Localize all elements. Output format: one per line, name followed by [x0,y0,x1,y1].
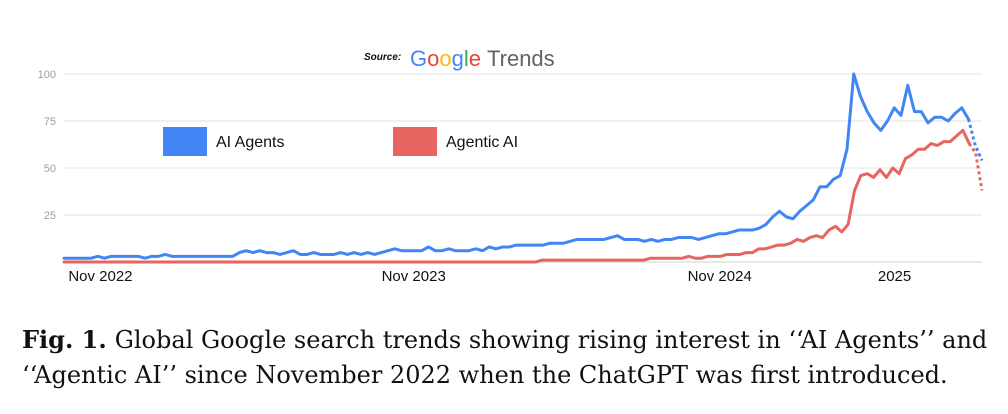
source-label: Source: [364,52,402,63]
x-tick-label: Nov 2022 [68,268,132,285]
chart-series [62,72,984,264]
brand-letter: o [439,46,452,71]
y-tick-label: 25 [44,210,56,222]
brand-letter: G [410,46,428,71]
google-trends-logo: Google Trends [410,46,555,72]
series-line-dotted-1 [967,118,984,162]
figure-label: Fig. 1. [22,325,107,354]
google-wordmark: Google [410,46,481,71]
chart-legend: AI Agents Agentic AI [163,127,518,156]
y-tick-label: 75 [44,116,56,128]
caption-text-1: Global Google search trends showing risi… [114,326,988,354]
legend-label: AI Agents [216,134,285,151]
y-axis-ticks: 25 50 75 100 [38,69,56,222]
y-tick-label: 50 [44,163,56,175]
caption-line-2: ‘‘Agentic AI’’ since November 2022 when … [22,361,948,389]
series-line-1 [62,72,970,260]
chart-grid [64,73,982,263]
brand-letter: g [451,46,464,71]
legend-swatch [163,127,207,156]
series-line-dotted-2 [968,142,984,191]
figure-caption: Fig. 1. Global Google search trends showi… [22,322,1002,393]
x-tick-label: 2025 [878,268,911,285]
caption-line-1: Fig. 1. Global Google search trends showi… [22,322,1002,358]
x-tick-label: Nov 2023 [382,268,446,285]
brand-letter: o [427,46,440,71]
brand-letter: e [468,46,482,71]
y-tick-label: 100 [38,69,56,81]
brand-letter: l [463,46,469,71]
x-axis-ticks: Nov 2022 Nov 2023 Nov 2024 2025 [68,268,911,285]
legend-label: Agentic AI [446,134,518,151]
x-tick-label: Nov 2024 [688,268,752,285]
series-line-2 [62,128,971,264]
trend-chart: 25 50 75 100 Nov 2022 Nov 2023 Nov 2024 2025 A… [38,69,984,285]
trends-word: Trends [487,46,555,71]
legend-swatch [393,127,437,156]
